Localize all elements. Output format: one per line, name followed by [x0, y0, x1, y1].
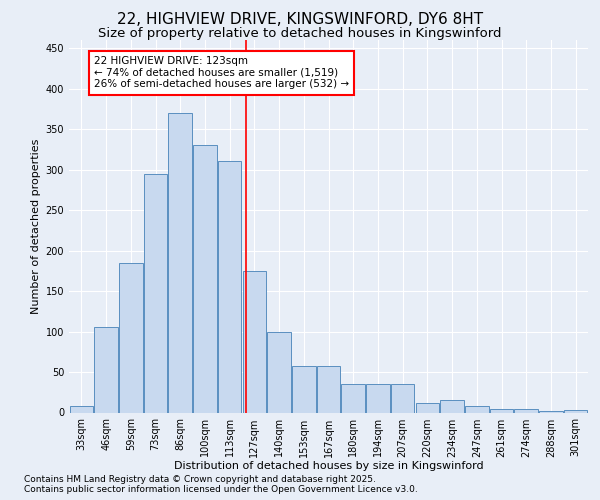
Bar — [514, 410, 538, 412]
Text: 22 HIGHVIEW DRIVE: 123sqm
← 74% of detached houses are smaller (1,519)
26% of se: 22 HIGHVIEW DRIVE: 123sqm ← 74% of detac… — [94, 56, 349, 90]
Bar — [440, 400, 464, 412]
Bar — [94, 328, 118, 412]
Bar — [366, 384, 389, 412]
Bar — [341, 384, 365, 412]
Bar — [119, 262, 143, 412]
Bar — [169, 113, 192, 412]
Bar — [391, 384, 415, 412]
Text: Contains HM Land Registry data © Crown copyright and database right 2025.
Contai: Contains HM Land Registry data © Crown c… — [24, 474, 418, 494]
Bar — [70, 406, 93, 412]
Y-axis label: Number of detached properties: Number of detached properties — [31, 138, 41, 314]
Bar — [218, 162, 241, 412]
Bar — [317, 366, 340, 412]
Bar — [193, 146, 217, 412]
Bar — [292, 366, 316, 412]
X-axis label: Distribution of detached houses by size in Kingswinford: Distribution of detached houses by size … — [173, 461, 484, 471]
Bar — [144, 174, 167, 412]
Bar — [539, 411, 563, 412]
Bar — [465, 406, 488, 412]
Text: 22, HIGHVIEW DRIVE, KINGSWINFORD, DY6 8HT: 22, HIGHVIEW DRIVE, KINGSWINFORD, DY6 8H… — [117, 12, 483, 28]
Bar — [564, 410, 587, 412]
Bar — [490, 410, 513, 412]
Bar — [242, 271, 266, 412]
Text: Size of property relative to detached houses in Kingswinford: Size of property relative to detached ho… — [98, 28, 502, 40]
Bar — [268, 332, 291, 412]
Bar — [416, 403, 439, 412]
